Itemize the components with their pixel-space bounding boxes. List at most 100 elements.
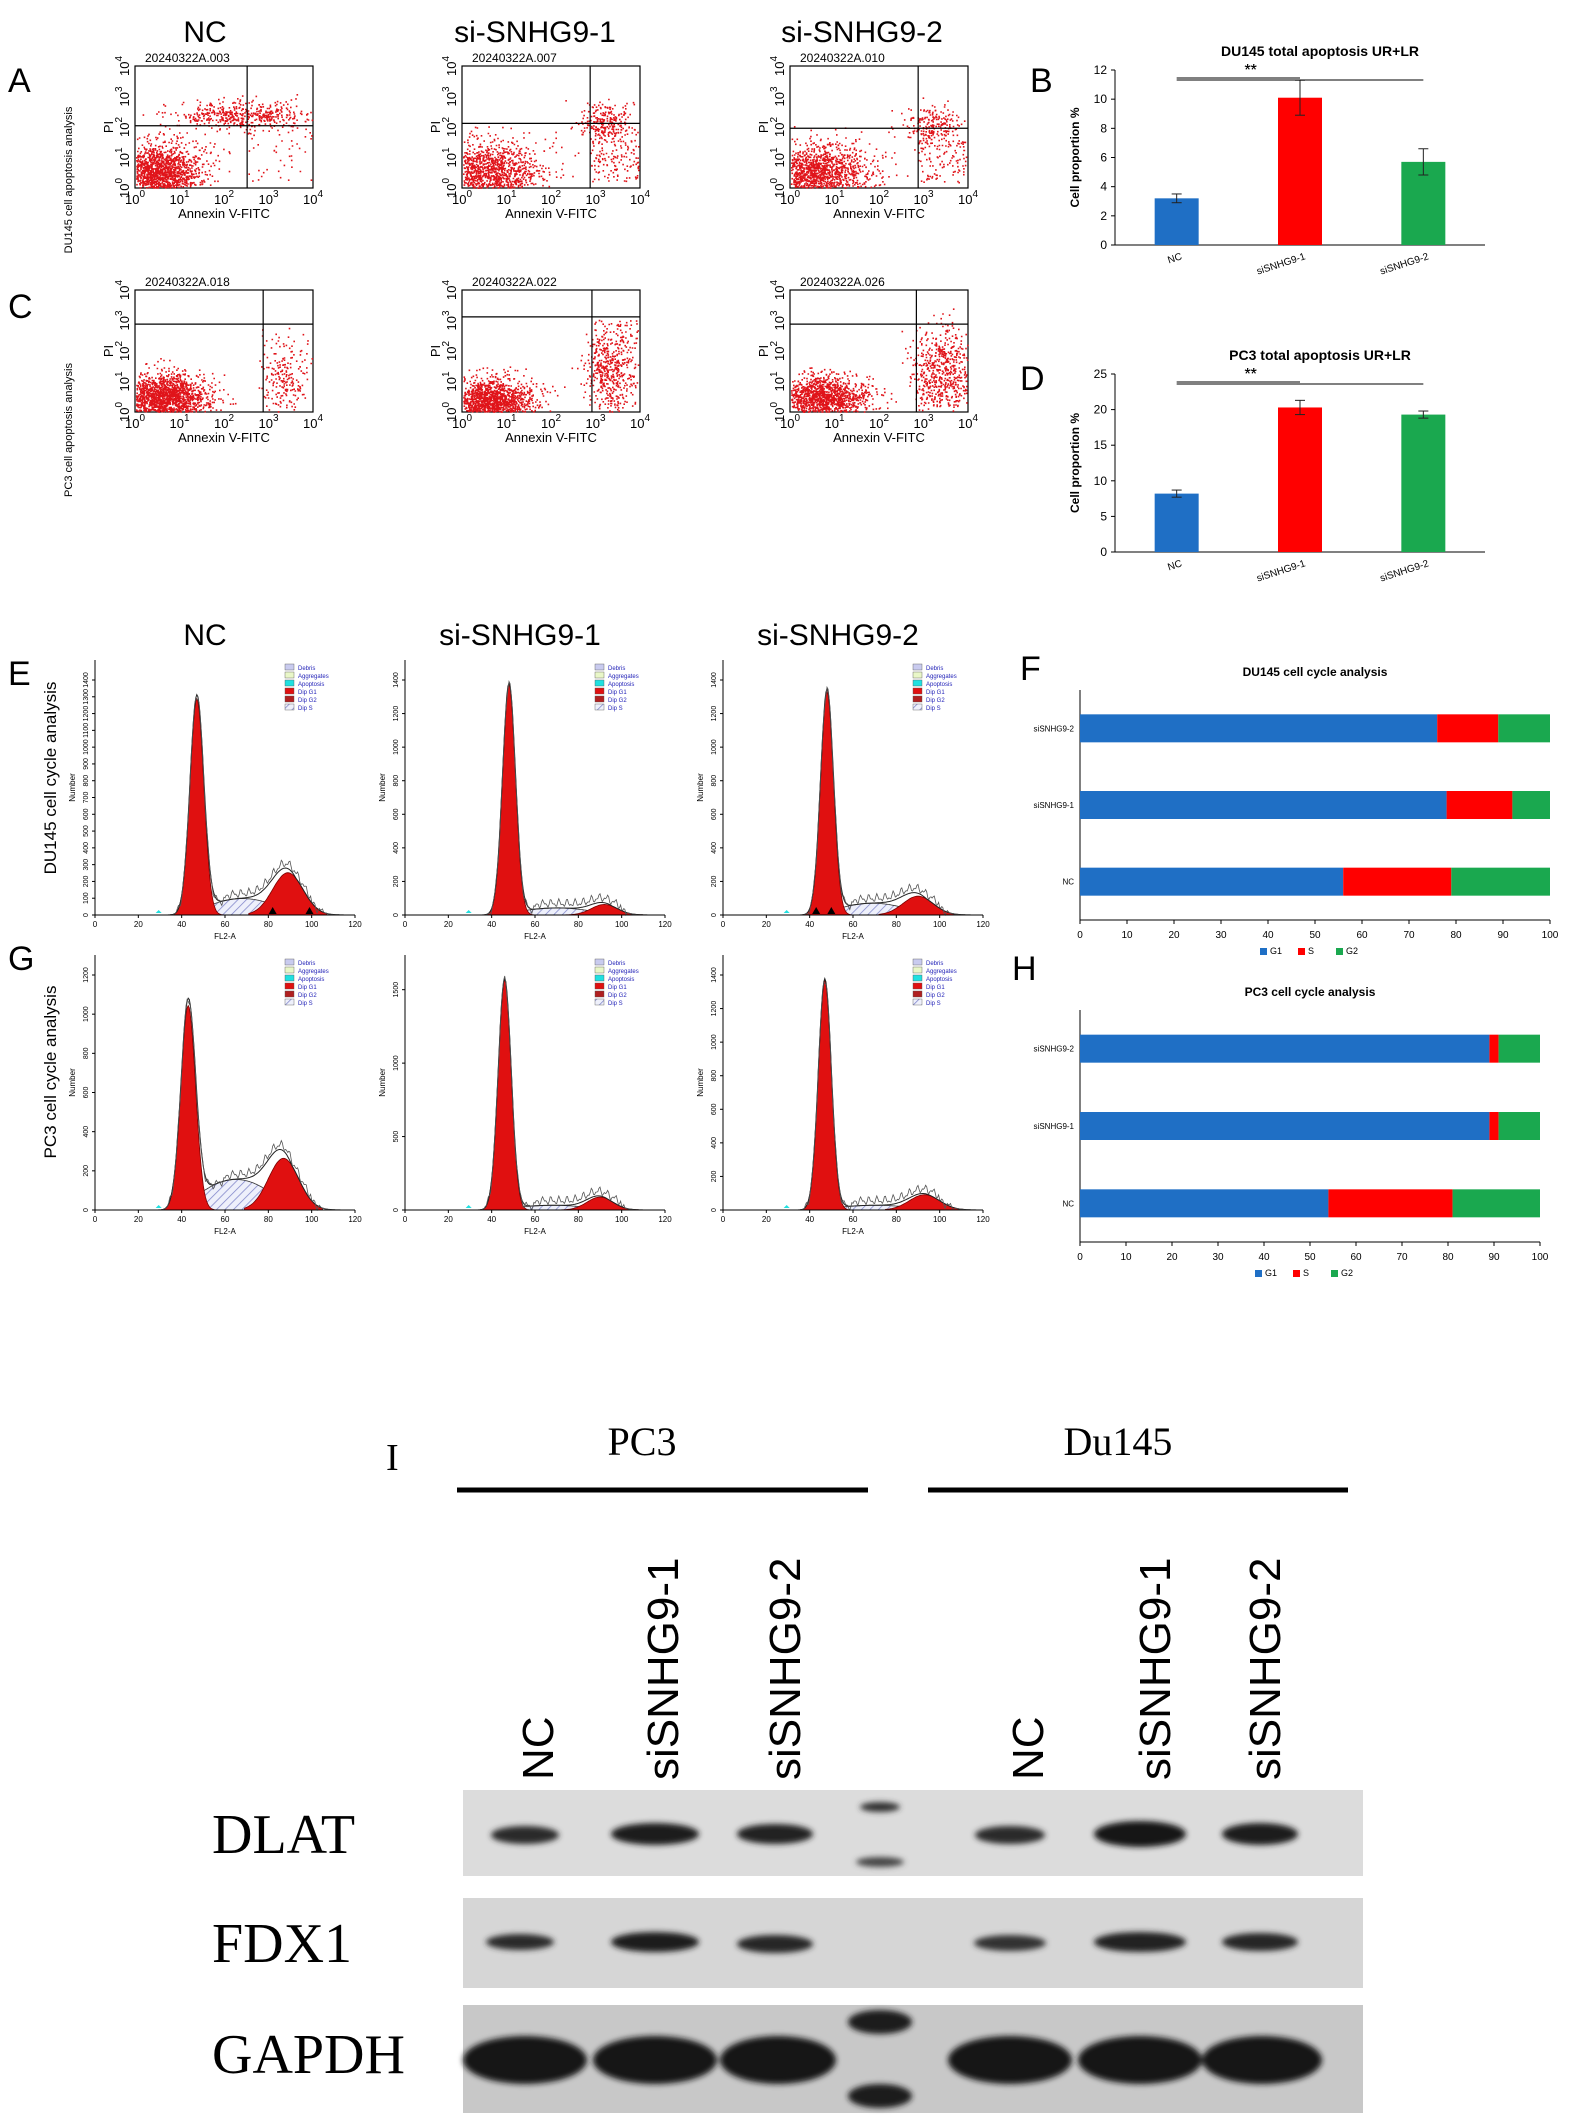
flow-x-tick: 101 (169, 189, 189, 207)
flow-y-tick: 100 (441, 402, 459, 422)
x-tick-label: 60 (849, 1215, 858, 1224)
y-axis-label: Cell proportion % (1068, 107, 1082, 207)
flow-y-tick: 103 (769, 310, 787, 330)
y-tick-label: 6 (1100, 151, 1107, 165)
y-axis-label: Cell proportion % (1068, 413, 1082, 513)
y-tick-label: 900 (83, 758, 90, 770)
flow-y-tick: 104 (769, 280, 787, 300)
legend-label: Dip S (608, 1001, 623, 1007)
flow-dot-cloud (463, 98, 640, 189)
flow-y-axis-label: PI (428, 121, 443, 133)
x-tick-label: 60 (1356, 930, 1368, 941)
flow-y-tick: 102 (114, 341, 132, 361)
cycle-histogram: 0 20 40 60 80 100 1200200400600800100012001400… (696, 955, 990, 1236)
x-axis-label: FL2-A (524, 1227, 546, 1236)
x-tick-label: 50 (1309, 930, 1321, 941)
cycle-histogram: 0 20 40 60 80 100 1200100200300400500600700800… (68, 660, 362, 941)
legend-swatch (284, 663, 295, 671)
stack-segment (1080, 1189, 1329, 1218)
flow-y-tick: 102 (769, 341, 787, 361)
legend-swatch (1260, 948, 1267, 955)
panel-label-a: A (8, 62, 31, 100)
stack-segment (1080, 791, 1447, 819)
y-tick-label: 800 (393, 775, 400, 787)
y-tick-label: 1000 (711, 739, 718, 755)
y-tick-label: 0 (1100, 238, 1107, 252)
legend-swatch (912, 679, 923, 687)
stack-segment (1489, 1034, 1499, 1063)
y-tick-label: siSNHG9-2 (1034, 724, 1075, 733)
flow-file-id: 20240322A.018 (145, 275, 230, 289)
gate-marker (827, 907, 836, 914)
legend-label: Dip G2 (298, 698, 317, 704)
y-tick-label: 400 (711, 1137, 718, 1149)
flow-dot-cloud (791, 308, 969, 413)
raw-data-line (95, 697, 355, 916)
y-tick-label: NC (1062, 1199, 1074, 1208)
flow-y-tick: 102 (769, 117, 787, 137)
apoptosis-marker (783, 910, 790, 913)
legend-label: G2 (1346, 946, 1358, 956)
legend-swatch (284, 958, 295, 966)
stack-segment (1452, 1189, 1540, 1218)
bar (1278, 407, 1322, 552)
flow-x-axis-label: Annexin V-FITC (505, 206, 597, 221)
y-tick-label: 200 (711, 1170, 718, 1182)
y-tick-label: 600 (711, 808, 718, 820)
blot-protein-dlat: DLAT (212, 1804, 355, 1866)
flow-y-tick: 100 (769, 178, 787, 198)
flow-x-tick: 104 (303, 413, 323, 431)
apoptosis-marker (465, 1205, 472, 1208)
legend-swatch (284, 982, 295, 990)
y-tick-label: 1000 (393, 739, 400, 755)
x-tick-label: 40 (1258, 1252, 1270, 1263)
flow-y-tick: 104 (114, 56, 132, 76)
legend-label: Apoptosis (926, 682, 952, 688)
flow-x-tick: 102 (541, 189, 561, 207)
legend-swatch (284, 990, 295, 998)
flow-y-tick: 104 (441, 56, 459, 76)
legend-label: Dip S (608, 706, 623, 712)
raw-data-line (405, 975, 665, 1211)
flow-y-tick: 101 (441, 147, 459, 167)
blot-band (1222, 1823, 1298, 1845)
legend-label: Debris (298, 961, 315, 967)
dip-g1-peak (474, 978, 535, 1211)
x-tick-label: 0 (93, 920, 98, 929)
blot-marker-band (860, 1802, 900, 1812)
y-tick-label: 2 (1100, 209, 1107, 223)
y-tick-label: 25 (1094, 367, 1108, 381)
stack-segment (1343, 867, 1452, 896)
dip-g1-peak (166, 697, 228, 916)
chart-title: DU145 cell cycle analysis (1243, 665, 1388, 679)
legend-swatch (912, 703, 923, 711)
stacked-chart-du145-cycle: DU145 cell cycle analysis 0 10 20 30 40 50 60 70… (1034, 665, 1559, 956)
legend-swatch (1298, 948, 1305, 955)
x-tick-label: 20 (444, 1215, 453, 1224)
flow-row-label-du145: DU145 cell apoptosis analysis (63, 106, 75, 253)
legend-label: Apoptosis (298, 977, 324, 983)
x-tick-label: 120 (658, 920, 672, 929)
y-tick-label: 400 (711, 842, 718, 854)
x-tick-label: 80 (264, 920, 273, 929)
flow-plot: 20240322A.003 100 101 102 103 104 100 101 102 103… (101, 51, 323, 221)
x-tick-label: 60 (221, 920, 230, 929)
x-tick-label: 80 (574, 920, 583, 929)
stack-segment (1080, 714, 1438, 743)
y-tick-label: 600 (711, 1103, 718, 1115)
apoptosis-marker (155, 910, 162, 913)
legend-swatch (594, 974, 605, 982)
legend-label: Debris (608, 666, 625, 672)
x-tick-label: 100 (933, 920, 947, 929)
panel-label-f: F (1020, 650, 1041, 688)
flow-x-tick: 100 (125, 413, 145, 431)
flow-y-tick: 100 (114, 178, 132, 198)
apoptosis-marker (783, 1205, 790, 1208)
legend-label: Aggregates (298, 674, 329, 680)
x-axis-label: FL2-A (842, 1227, 864, 1236)
x-axis-label: FL2-A (214, 932, 236, 941)
x-tick-label: 100 (1532, 1252, 1549, 1263)
flow-y-tick: 103 (769, 86, 787, 106)
flow-file-id: 20240322A.022 (472, 275, 557, 289)
blot-band (975, 1826, 1045, 1844)
